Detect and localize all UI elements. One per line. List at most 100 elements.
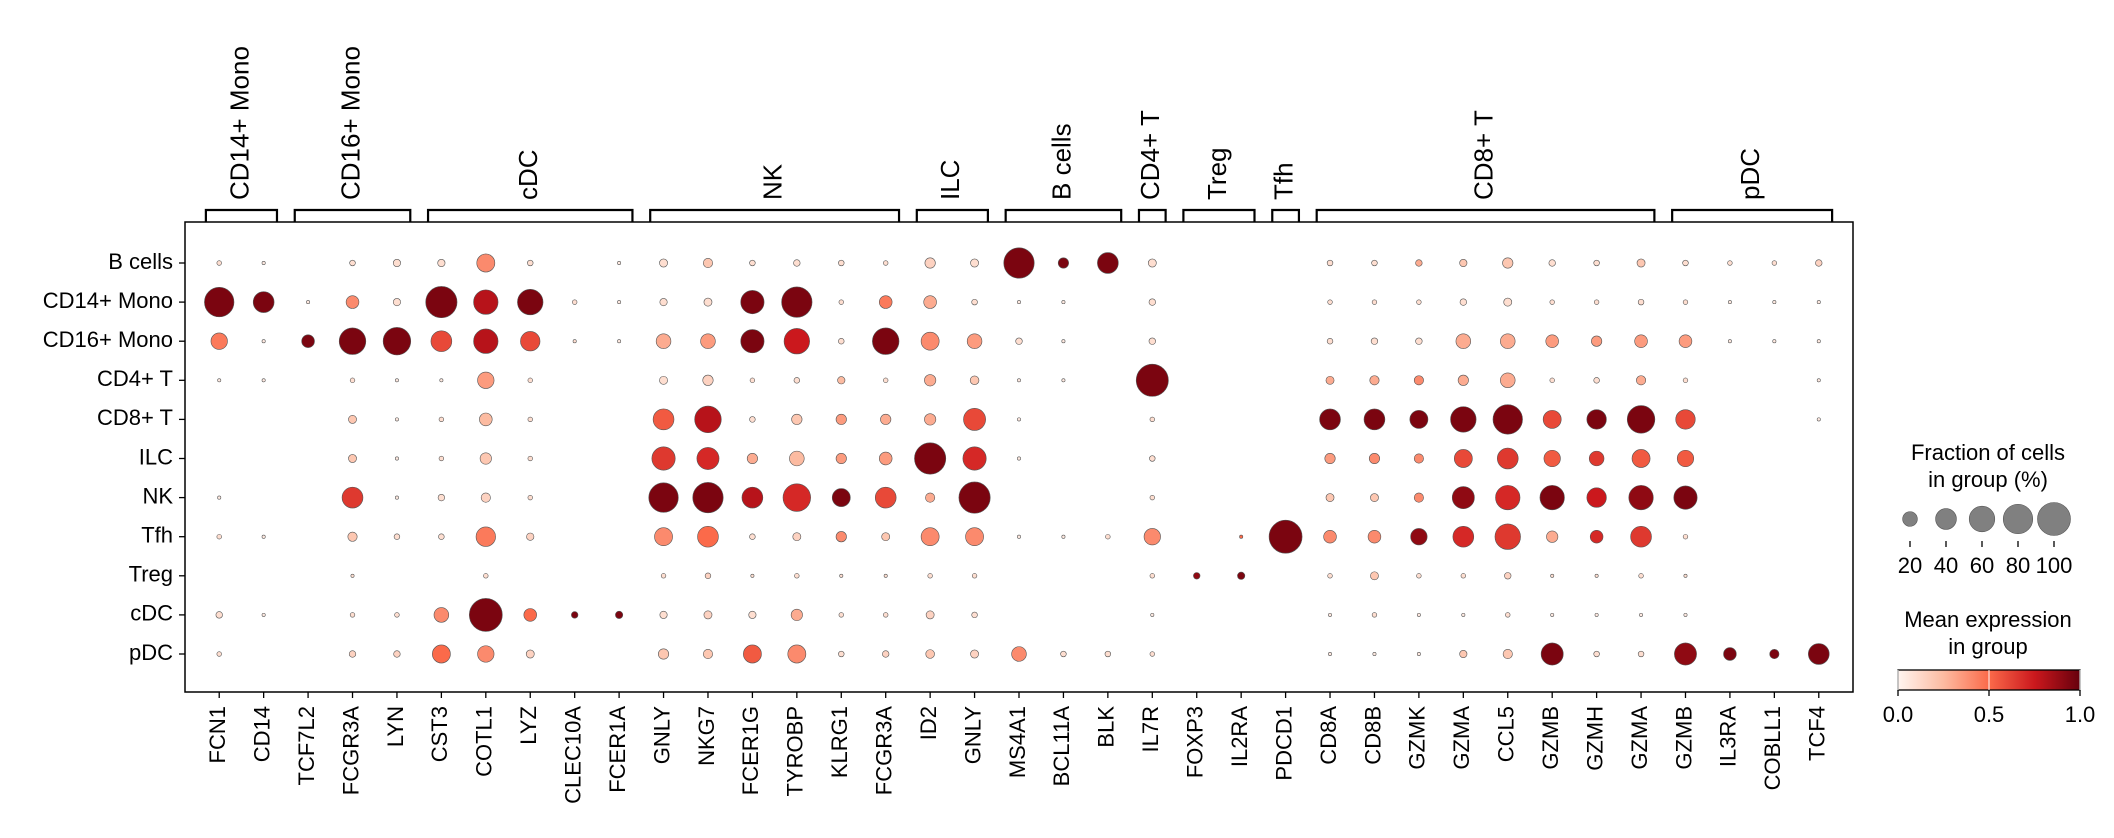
dot (261, 612, 266, 617)
dot (1368, 452, 1380, 465)
dot (1545, 334, 1559, 348)
dot (924, 257, 936, 269)
dot (1542, 410, 1562, 429)
dot (971, 573, 978, 579)
dot (920, 331, 940, 351)
dot (651, 446, 676, 471)
group-label: cDC (513, 149, 543, 200)
dot (793, 259, 801, 267)
dot (914, 442, 947, 475)
dot (1628, 485, 1654, 511)
dot (477, 645, 495, 663)
dot (1634, 334, 1648, 348)
dot (1459, 650, 1468, 658)
gene-label: CCL5 (1494, 706, 1519, 762)
gene-label: BLK (1094, 706, 1119, 748)
dot (1143, 528, 1161, 546)
dot (740, 290, 765, 315)
gene-label: GZMA (1627, 706, 1652, 770)
dot (349, 612, 356, 618)
row-label: B cells (108, 249, 173, 274)
dot (1453, 449, 1473, 468)
dot (787, 644, 807, 664)
dot (438, 533, 445, 540)
dot (479, 412, 493, 427)
dot (1639, 612, 1644, 617)
dot (1678, 334, 1693, 348)
color-legend-title: Mean expression (1904, 607, 2072, 632)
size-legend-label: 40 (1934, 553, 1958, 578)
dot (1017, 300, 1021, 305)
dot (1363, 408, 1386, 431)
dot (969, 375, 980, 385)
dot (432, 644, 451, 664)
dot (1550, 612, 1555, 617)
dot (1815, 259, 1823, 267)
dot (927, 573, 933, 579)
dot (338, 327, 367, 355)
dot (1682, 299, 1689, 305)
dot (252, 291, 275, 313)
dot (920, 527, 940, 547)
dot (925, 610, 935, 620)
dot (1676, 449, 1695, 468)
dot (1367, 530, 1382, 544)
dot (477, 371, 495, 389)
dot (1816, 339, 1821, 344)
dot (572, 299, 578, 305)
group-label: CD14+ Mono (224, 46, 254, 200)
dot (1546, 530, 1559, 543)
dot (1061, 300, 1066, 305)
dot (1727, 260, 1733, 266)
dot (962, 446, 987, 471)
size-legend-label: 60 (1970, 553, 1994, 578)
dot (1682, 534, 1689, 540)
gene-label: GNLY (960, 706, 985, 765)
dot (874, 486, 897, 509)
dot (1816, 417, 1821, 422)
dot (394, 495, 399, 500)
dot (880, 413, 892, 425)
group-label: pDC (1735, 148, 1765, 200)
dot (789, 450, 805, 467)
dot (1550, 573, 1555, 578)
dot (838, 259, 845, 267)
dot (692, 482, 724, 514)
size-legend-label: 100 (2036, 553, 2073, 578)
dot (469, 598, 503, 632)
dot (703, 297, 713, 307)
dot (1149, 455, 1156, 462)
dot (617, 300, 622, 305)
dot (782, 483, 811, 512)
dot (1630, 525, 1652, 548)
dot (437, 259, 446, 267)
dot (348, 454, 357, 463)
dot (1772, 300, 1777, 305)
dot (924, 413, 937, 426)
row-label: Tfh (141, 523, 173, 548)
dot (660, 573, 667, 579)
row-label: NK (142, 483, 173, 508)
dot (749, 533, 756, 540)
dot (1319, 408, 1341, 431)
dot (1413, 375, 1424, 386)
dot (347, 531, 358, 542)
dot (923, 295, 937, 309)
dot (835, 531, 847, 543)
dot (527, 377, 533, 383)
dot (1727, 339, 1732, 344)
dot (393, 533, 401, 540)
gene-label: ID2 (916, 706, 941, 740)
dot (697, 525, 719, 548)
dot (1452, 525, 1475, 548)
gene-label: FCN1 (205, 706, 230, 763)
dot (617, 339, 622, 344)
dot (1457, 374, 1469, 386)
dot (438, 455, 445, 462)
dot (1450, 406, 1477, 433)
dot (1326, 259, 1334, 267)
dot (1586, 487, 1607, 508)
dot (1416, 652, 1421, 656)
dot (703, 649, 713, 659)
dot (1636, 375, 1647, 386)
